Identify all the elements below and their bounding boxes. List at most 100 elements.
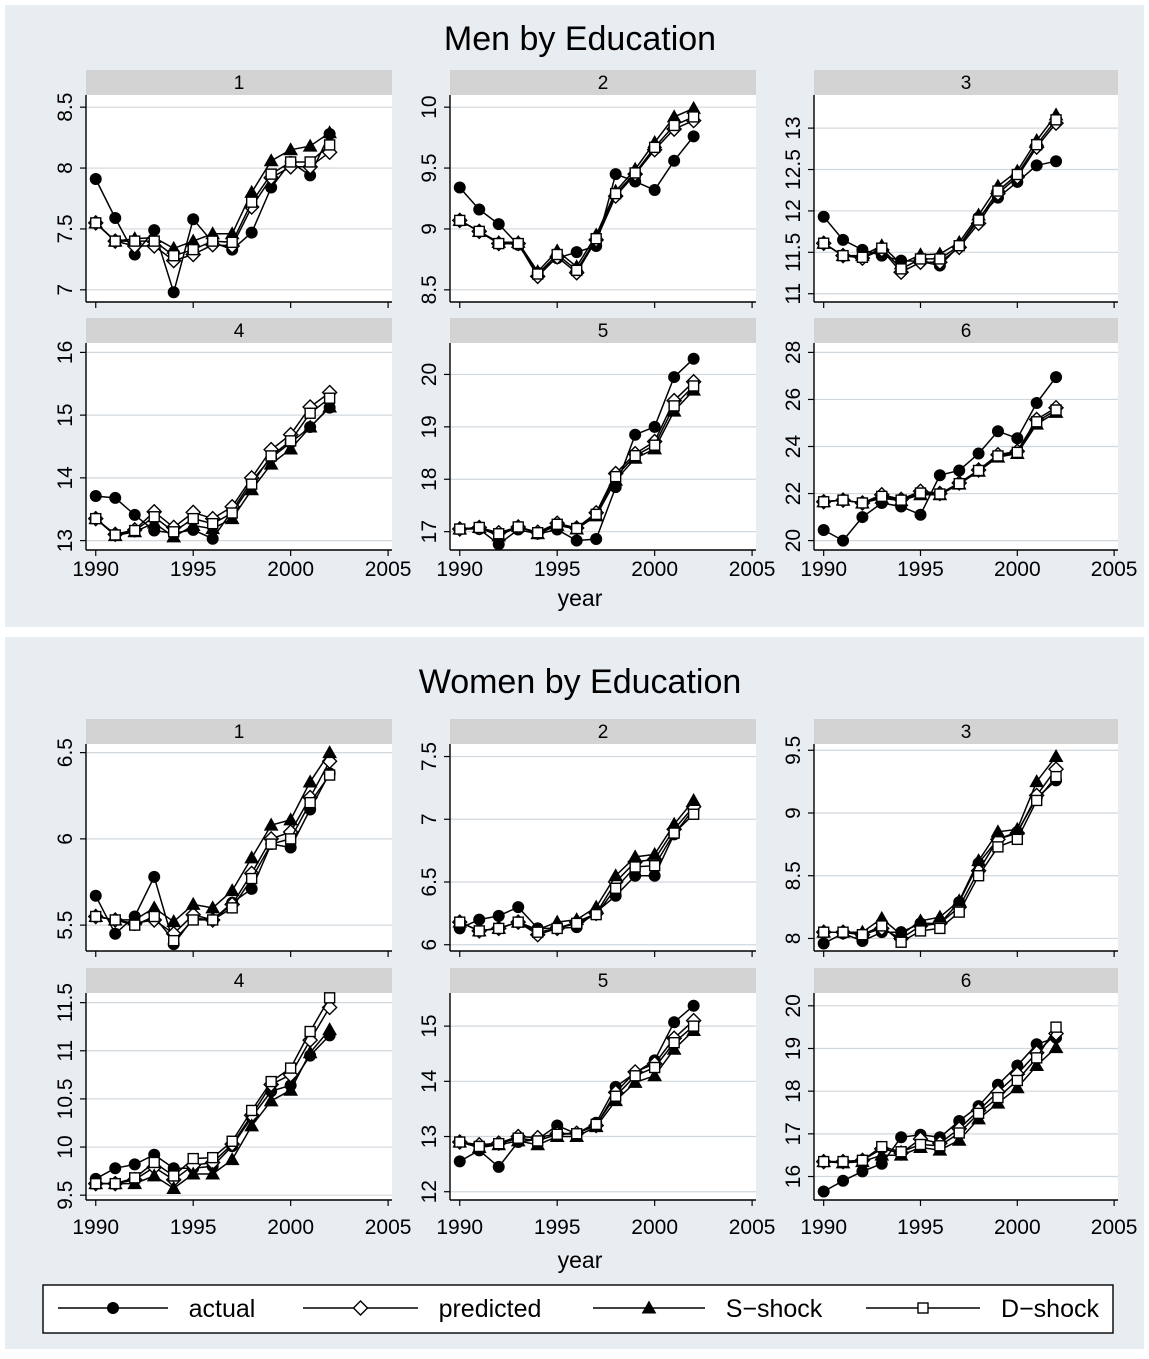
y-tick-label: 20 bbox=[418, 363, 441, 386]
circle-marker bbox=[837, 1174, 850, 1187]
triangle-marker bbox=[263, 817, 279, 831]
legend-label: D−shock bbox=[1001, 1295, 1099, 1323]
square-marker bbox=[284, 833, 297, 845]
square-marker bbox=[687, 380, 700, 392]
y-tick-label: 13 bbox=[54, 529, 77, 552]
triangle-marker bbox=[302, 419, 318, 433]
circle-marker bbox=[1011, 432, 1024, 445]
series-d-shock bbox=[454, 808, 700, 938]
legend-label: predicted bbox=[439, 1295, 542, 1323]
panel-header-strip bbox=[450, 318, 756, 343]
y-tick-label: 26 bbox=[782, 388, 805, 411]
square-marker bbox=[187, 512, 199, 525]
square-marker bbox=[265, 168, 277, 180]
y-tick-label: 8.5 bbox=[782, 861, 805, 890]
square-marker bbox=[668, 827, 680, 839]
y-tick-label: 11.5 bbox=[54, 983, 77, 1022]
square-marker bbox=[304, 156, 316, 168]
circle-marker bbox=[109, 491, 122, 504]
x-tick-label: 2000 bbox=[631, 558, 678, 581]
panel-label: 3 bbox=[961, 722, 972, 743]
square-marker bbox=[532, 1135, 544, 1147]
plot-area bbox=[814, 95, 1118, 302]
circle-marker bbox=[817, 1185, 830, 1198]
circle-marker bbox=[492, 218, 505, 231]
square-marker bbox=[876, 920, 888, 932]
plot-area bbox=[450, 343, 756, 550]
group-women: Women by Education 1 5.5 6 6.5 2 6 6.5 7 7.5 3 8 8.5… bbox=[5, 637, 1144, 1349]
y-tick-label: 15 bbox=[418, 1014, 441, 1037]
triangle-marker bbox=[283, 1082, 299, 1096]
triangle-marker bbox=[185, 1166, 201, 1180]
square-marker bbox=[648, 141, 661, 154]
square-marker bbox=[168, 934, 180, 947]
square-marker bbox=[934, 922, 946, 935]
circle-marker bbox=[1030, 396, 1043, 409]
circle-marker bbox=[687, 999, 700, 1012]
square-marker bbox=[648, 1061, 661, 1074]
square-marker bbox=[265, 1075, 277, 1088]
triangle-marker bbox=[874, 1147, 890, 1161]
triangle-marker bbox=[244, 850, 260, 864]
legend: actual predicted S−shock D−shock bbox=[42, 1284, 1114, 1334]
panel-header-strip bbox=[450, 70, 756, 95]
x-tick-label: 1995 bbox=[170, 558, 217, 581]
square-marker bbox=[934, 253, 946, 265]
x-tick-label: 2005 bbox=[1091, 1216, 1138, 1239]
series-d-shock bbox=[817, 1021, 1062, 1168]
circle-marker bbox=[914, 508, 927, 521]
triangle-marker bbox=[146, 1168, 162, 1182]
square-marker bbox=[992, 1091, 1004, 1104]
square-marker bbox=[837, 494, 849, 506]
circle-marker bbox=[107, 1302, 119, 1314]
circle-marker bbox=[1050, 371, 1063, 384]
square-marker bbox=[473, 1140, 485, 1153]
square-marker bbox=[284, 1062, 297, 1074]
panel-header-strip bbox=[450, 719, 756, 744]
panel-label: 2 bbox=[598, 722, 609, 743]
square-marker bbox=[90, 1177, 102, 1190]
panel-header-strip bbox=[86, 968, 392, 993]
circle-marker bbox=[590, 532, 603, 545]
panel-header-strip bbox=[814, 70, 1118, 95]
square-marker bbox=[493, 1137, 505, 1150]
triangle-marker bbox=[990, 824, 1006, 838]
square-marker bbox=[323, 769, 336, 781]
x-tick-label: 1995 bbox=[897, 558, 944, 581]
square-marker bbox=[934, 1140, 946, 1152]
triangle-marker bbox=[205, 1166, 221, 1180]
square-marker bbox=[609, 882, 622, 894]
circle-marker bbox=[933, 469, 946, 482]
square-marker bbox=[1050, 770, 1062, 783]
triangle-marker bbox=[322, 1022, 337, 1036]
panel-label: 2 bbox=[598, 73, 609, 94]
square-marker bbox=[590, 508, 602, 521]
square-marker bbox=[687, 808, 700, 820]
square-marker bbox=[90, 910, 102, 923]
y-tick-label: 13 bbox=[782, 116, 805, 139]
square-marker bbox=[206, 517, 219, 530]
panel-label: 6 bbox=[961, 321, 972, 342]
x-tick-label: 2000 bbox=[267, 1216, 314, 1239]
circle-marker bbox=[89, 173, 102, 186]
y-tick-label: 16 bbox=[782, 1165, 805, 1188]
y-tick-label: 10.5 bbox=[54, 1078, 77, 1119]
square-marker bbox=[512, 916, 524, 928]
circle-marker bbox=[512, 901, 525, 914]
square-marker bbox=[1011, 168, 1024, 181]
circle-marker bbox=[128, 508, 141, 521]
circle-marker bbox=[148, 870, 161, 883]
square-marker bbox=[953, 477, 965, 490]
y-tick-label: 9.5 bbox=[54, 1181, 77, 1210]
series-d-shock bbox=[454, 111, 700, 280]
x-tick-label: 1995 bbox=[170, 1216, 217, 1239]
square-marker bbox=[876, 242, 888, 254]
legend-item-s-shock: S−shock bbox=[593, 1295, 823, 1323]
circle-marker bbox=[109, 1162, 122, 1175]
square-marker bbox=[245, 872, 258, 885]
square-marker bbox=[187, 1152, 199, 1165]
panel-header-strip bbox=[86, 70, 392, 95]
y-tick-label: 9 bbox=[782, 807, 805, 819]
y-tick-label: 6 bbox=[54, 833, 77, 845]
square-marker bbox=[226, 1135, 238, 1147]
